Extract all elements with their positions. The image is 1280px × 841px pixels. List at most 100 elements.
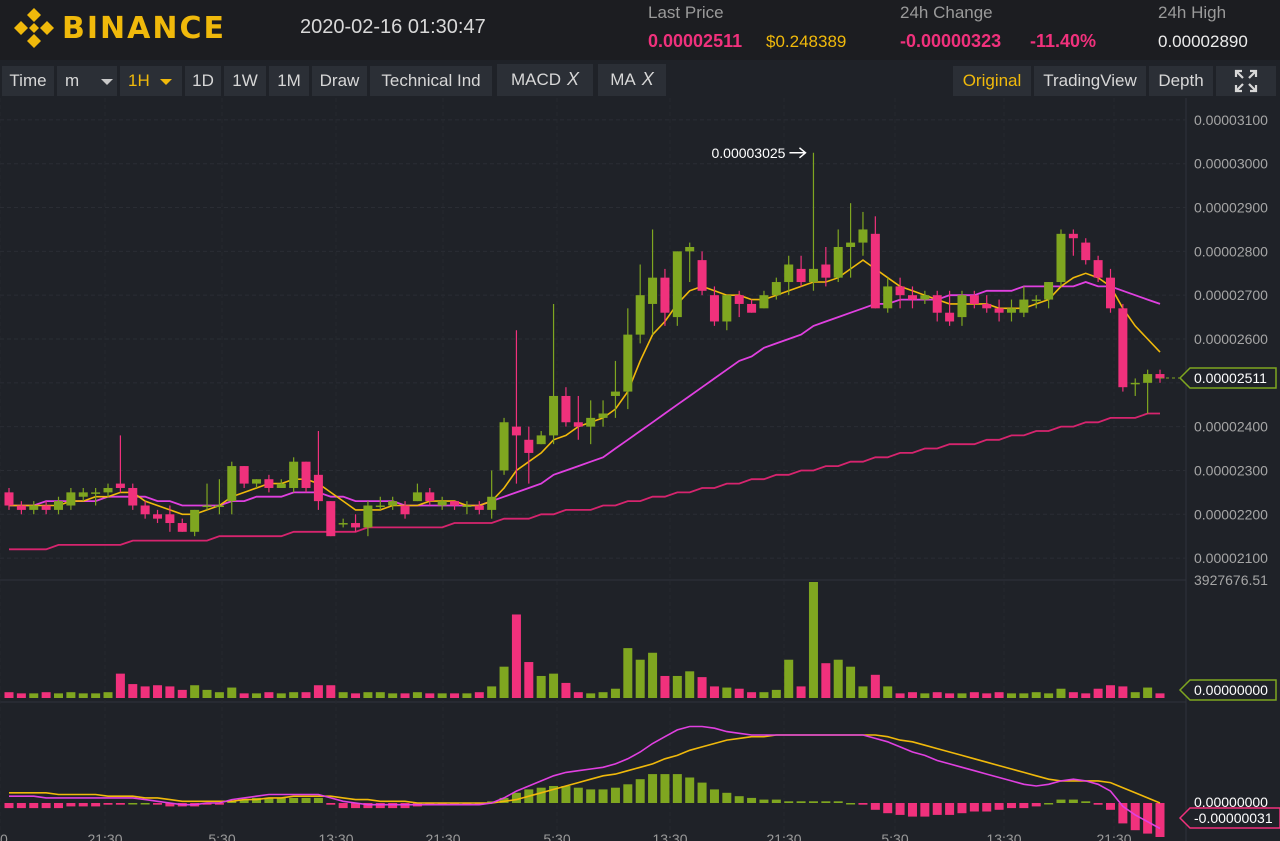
candle-body	[1081, 242, 1091, 261]
macd-histogram-bar	[239, 799, 249, 803]
macd-indicator-chip[interactable]: MACD X	[497, 64, 593, 96]
candle-body	[870, 233, 880, 309]
volume-bar	[660, 675, 670, 698]
candle-body	[239, 466, 249, 484]
candle-body	[363, 505, 373, 528]
minutes-dropdown[interactable]: m	[57, 66, 117, 96]
candle-body	[994, 308, 1004, 313]
candle-body	[685, 246, 695, 252]
interval-dropdown[interactable]: 1H	[120, 66, 182, 96]
volume-bar	[846, 666, 856, 698]
macd-histogram-bar	[747, 797, 757, 803]
candle-body	[784, 264, 794, 283]
price-tick-label: 0.00002100	[1194, 550, 1268, 566]
candle-body	[1118, 308, 1128, 388]
macd-histogram-bar	[165, 803, 175, 807]
close-icon[interactable]: X	[641, 69, 654, 89]
candle-body	[1006, 308, 1016, 313]
interval-1d-button[interactable]: 1D	[185, 66, 221, 96]
macd-histogram-bar	[388, 803, 398, 809]
candle-body	[177, 523, 187, 532]
header-bar: BINANCE 2020-02-16 01:30:47 Last Price 0…	[0, 0, 1280, 60]
candle-body	[561, 395, 571, 423]
volume-bar	[177, 689, 187, 698]
macd-histogram-bar	[573, 787, 583, 803]
depth-button[interactable]: Depth	[1149, 66, 1213, 96]
ma-indicator-chip[interactable]: MA X	[598, 64, 666, 96]
candle-body	[895, 286, 905, 296]
candle-body	[1031, 299, 1041, 302]
candle-body	[1105, 277, 1115, 309]
macd-histogram-bar	[4, 803, 14, 809]
volume-bar	[957, 693, 967, 698]
macd-histogram-bar	[957, 803, 967, 814]
candle-body	[771, 282, 781, 296]
technical-indicators-button[interactable]: Technical Ind	[370, 66, 492, 96]
moving-average-lines	[9, 259, 1161, 551]
volume-bar	[363, 692, 373, 698]
candle-body	[41, 505, 51, 510]
close-icon[interactable]: X	[567, 69, 580, 89]
volume-bar	[202, 689, 212, 698]
high-24h-label: 24h High	[1158, 3, 1227, 22]
volume-bar	[16, 693, 26, 698]
volume-bar	[870, 674, 880, 698]
draw-button[interactable]: Draw	[312, 66, 367, 96]
volume-zero-label: 0.00000000	[1194, 682, 1268, 698]
candle-body	[759, 295, 769, 309]
candle-body	[549, 395, 559, 436]
candle-body	[153, 514, 163, 519]
interval-1w-button[interactable]: 1W	[224, 66, 266, 96]
interval-label: 1H	[128, 71, 150, 90]
macd-histogram-bar	[153, 803, 163, 805]
candle-body	[313, 474, 323, 502]
volume-bar	[1044, 693, 1054, 698]
macd-histogram-bar	[771, 799, 781, 803]
price-chart[interactable]: 0.00003100 0.00003000 0.00002900 0.00002800…	[0, 98, 1280, 841]
macd-histogram-bar	[326, 803, 336, 805]
binance-logo[interactable]: BINANCE	[12, 6, 226, 50]
volume-bar	[41, 692, 51, 698]
candle-body	[487, 496, 497, 510]
volume-bar	[771, 689, 781, 698]
candle-body	[932, 295, 942, 313]
macd-histogram-bar	[734, 796, 744, 803]
tradingview-button[interactable]: TradingView	[1034, 66, 1146, 96]
candle-body	[425, 492, 435, 502]
price-tick-label: 0.00002600	[1194, 331, 1268, 347]
volume-bar	[412, 692, 422, 698]
candle-body	[598, 413, 608, 418]
volume-bars	[4, 582, 1165, 698]
interval-1m-button[interactable]: 1M	[269, 66, 309, 96]
volume-bar	[326, 685, 336, 698]
volume-bar	[338, 692, 348, 698]
volume-bar	[239, 693, 249, 698]
volume-bar	[462, 693, 472, 698]
volume-bar	[351, 693, 361, 698]
macd-histogram-bar	[128, 803, 138, 805]
volume-bar	[598, 692, 608, 698]
candle-body	[54, 501, 64, 510]
volume-bar	[920, 693, 930, 698]
volume-bar	[747, 692, 757, 698]
time-button[interactable]: Time	[2, 66, 54, 96]
macd-histogram-bar	[883, 803, 893, 814]
volume-bar	[313, 685, 323, 698]
volume-bar	[140, 686, 150, 698]
volume-bar	[623, 648, 633, 698]
macd-histogram-bar	[833, 801, 843, 803]
volume-bar	[796, 686, 806, 698]
macd-histogram-bar	[103, 803, 113, 805]
macd-histogram-bar	[1044, 803, 1054, 805]
volume-bar	[1155, 693, 1165, 698]
time-tick-label: 5:30	[208, 831, 235, 841]
fullscreen-icon	[1234, 69, 1258, 93]
volume-bar	[945, 693, 955, 698]
original-view-button[interactable]: Original	[953, 66, 1031, 96]
macd-histogram-bar	[648, 774, 658, 803]
fullscreen-button[interactable]	[1216, 66, 1276, 96]
chevron-down-icon	[101, 78, 114, 85]
volume-bar	[66, 692, 76, 698]
macd-histogram-bar	[499, 797, 509, 803]
macd-histogram-bar	[982, 803, 992, 812]
